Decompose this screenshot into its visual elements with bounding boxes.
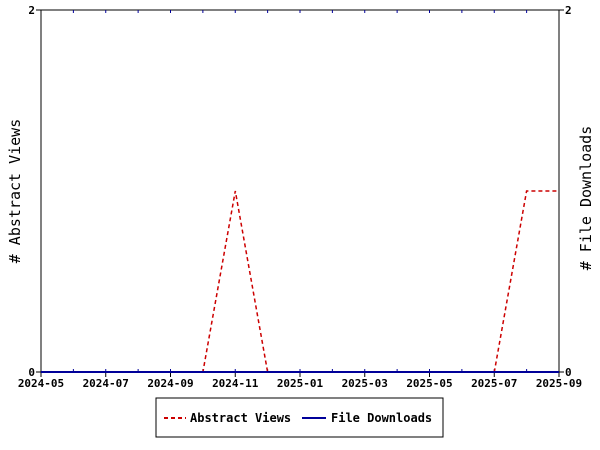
plot-area [40, 9, 560, 373]
legend-label-file-downloads: File Downloads [331, 411, 432, 425]
y-right-tick-label: 2 [565, 4, 572, 17]
x-tick-label: 2024-11 [212, 377, 259, 390]
labels-layer: 2024-05 2024-07 2024-09 2024-11 2025-01 2025-… [18, 4, 582, 390]
y-axis-left-title: # Abstract Views [6, 119, 24, 264]
x-tick-label: 2025-01 [277, 377, 324, 390]
y-left-tick-label: 2 [28, 4, 35, 17]
x-tick-label: 2025-05 [406, 377, 452, 390]
legend: Abstract Views File Downloads [155, 397, 444, 438]
series-layer [41, 190, 559, 373]
y-right-tick-label: 0 [565, 366, 572, 379]
y-left-tick-label: 0 [28, 366, 35, 379]
y-axis-right-title: # File Downloads [577, 126, 595, 271]
x-tick-label: 2025-03 [342, 377, 388, 390]
x-tick-label: 2025-09 [536, 377, 582, 390]
x-tick-label: 2024-05 [18, 377, 64, 390]
x-tick-label: 2024-09 [147, 377, 193, 390]
legend-box [155, 397, 444, 438]
legend-label-abstract-views: Abstract Views [190, 411, 291, 425]
x-tick-label: 2025-07 [471, 377, 517, 390]
x-tick-label: 2024-07 [83, 377, 129, 390]
